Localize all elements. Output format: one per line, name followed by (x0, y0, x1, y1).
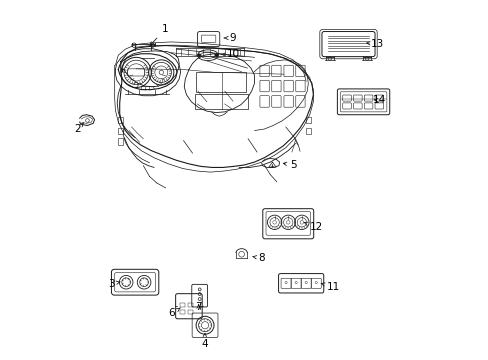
Text: 11: 11 (321, 282, 339, 292)
Circle shape (271, 166, 272, 167)
Text: 12: 12 (304, 222, 322, 231)
Bar (118, 138, 123, 145)
Text: 14: 14 (371, 95, 385, 105)
Bar (195, 94, 247, 109)
Text: 2: 2 (74, 123, 83, 134)
Bar (118, 128, 123, 134)
Bar (305, 128, 310, 134)
Bar (118, 117, 123, 123)
Bar (196, 72, 246, 92)
Bar (180, 303, 184, 307)
Text: 1: 1 (150, 24, 168, 45)
Bar (187, 303, 192, 307)
Bar (187, 310, 192, 314)
Text: 10: 10 (221, 49, 240, 59)
Circle shape (198, 54, 200, 56)
Bar (305, 117, 310, 123)
Text: 3: 3 (107, 279, 120, 289)
Text: 13: 13 (366, 39, 383, 49)
Text: 7: 7 (195, 302, 202, 312)
Text: 6: 6 (168, 308, 180, 318)
Text: 5: 5 (283, 160, 297, 170)
Text: 4: 4 (201, 333, 207, 349)
Circle shape (215, 54, 217, 56)
Bar (180, 310, 184, 314)
Text: 9: 9 (224, 33, 236, 43)
Text: 8: 8 (252, 253, 264, 263)
